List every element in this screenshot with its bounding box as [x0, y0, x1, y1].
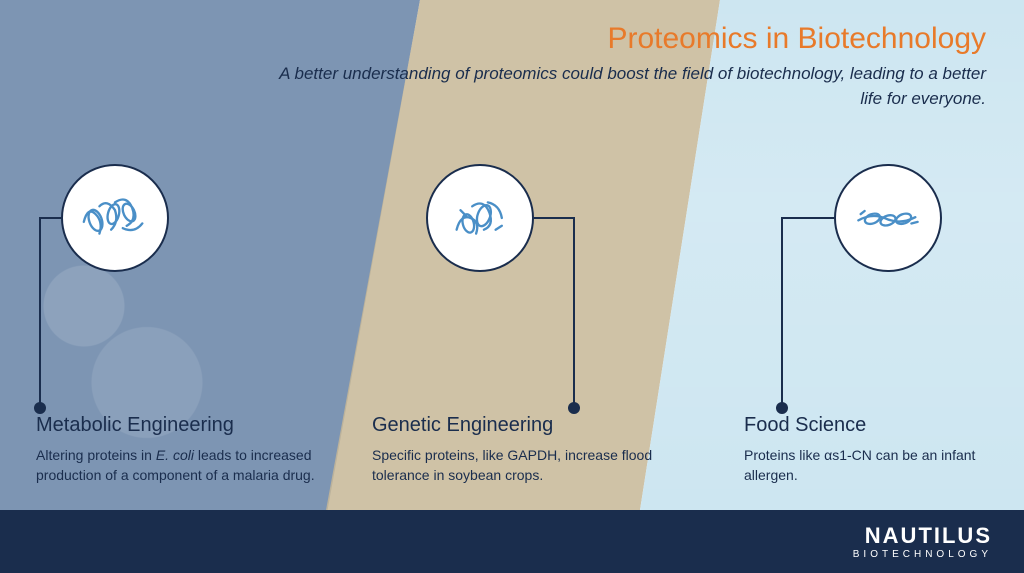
infographic-canvas: Proteomics in Biotechnology A better und…	[0, 0, 1024, 573]
brand-sub: BIOTECHNOLOGY	[853, 549, 992, 560]
brand-logo: NAUTILUS BIOTECHNOLOGY	[853, 523, 992, 560]
section-heading: Food Science	[744, 414, 994, 437]
section-food: Food Science Proteins like αs1-CN can be…	[744, 414, 994, 486]
footer-bar: NAUTILUS BIOTECHNOLOGY	[0, 510, 1024, 573]
section-body: Proteins like αs1-CN can be an infant al…	[744, 445, 994, 486]
brand-name: NAUTILUS	[853, 523, 992, 549]
